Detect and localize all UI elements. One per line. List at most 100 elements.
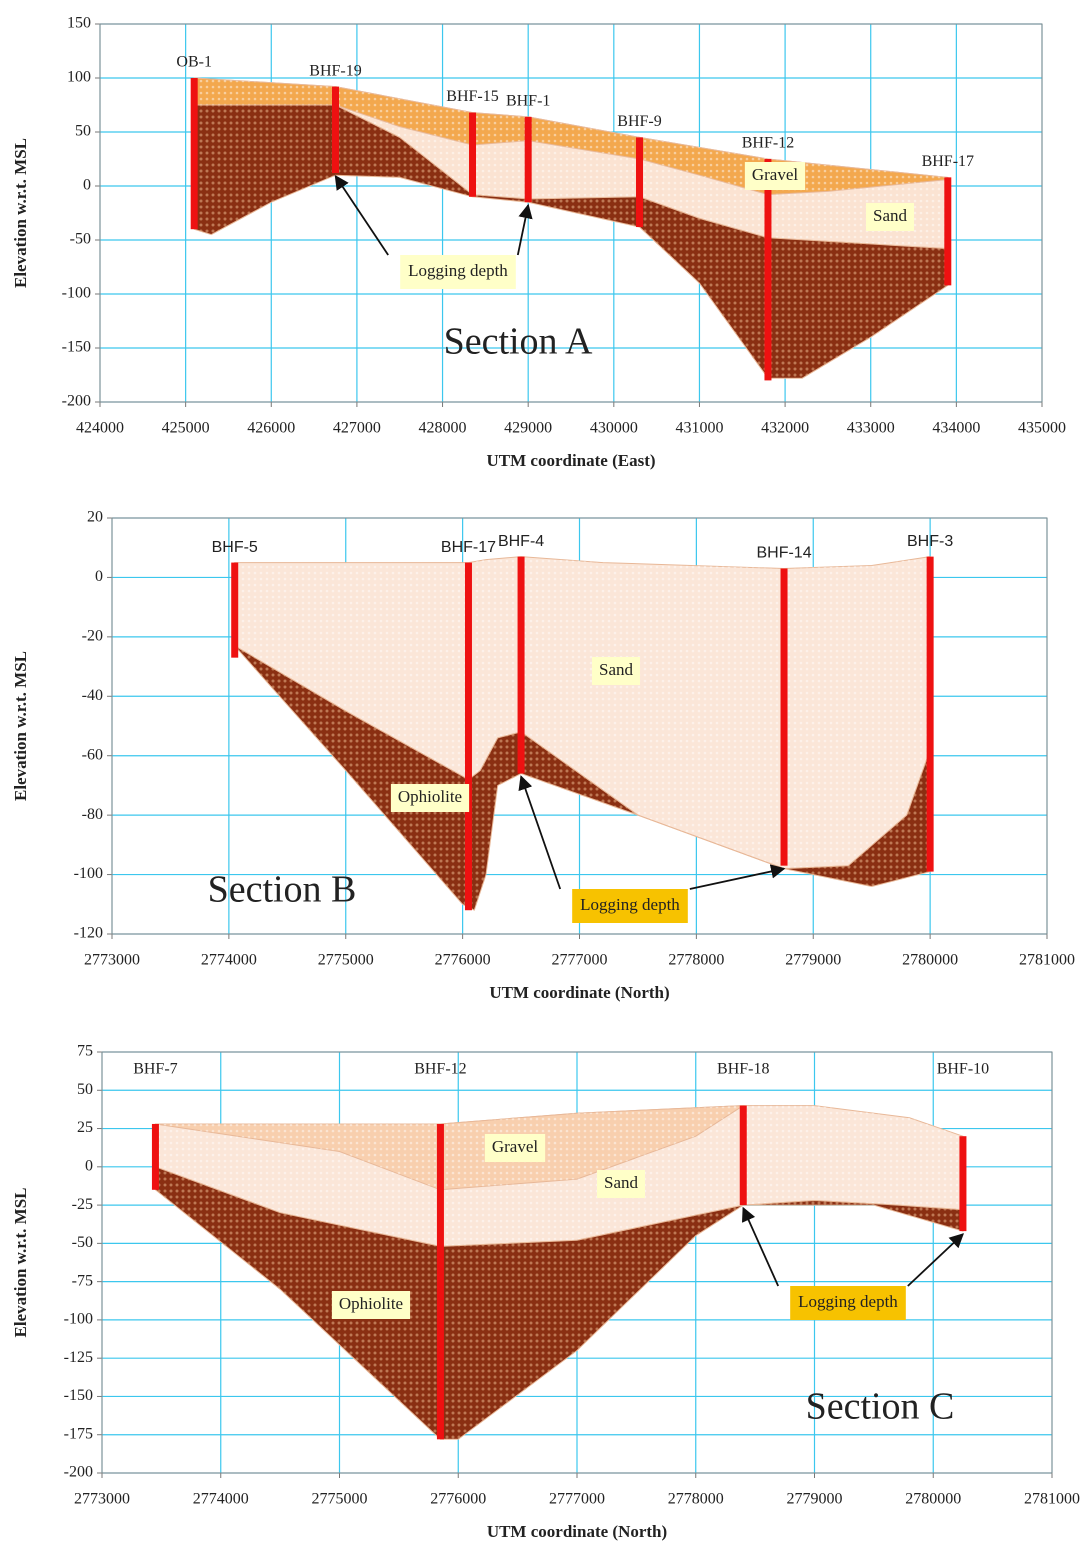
y-tick-label: -50 (70, 231, 91, 248)
chart: -200 -175 -150 -125 -100 -75 -50 -25 0 25 50 75 2773… (11, 1043, 1080, 1541)
borehole (231, 563, 238, 658)
layer-label: Sand (604, 1173, 639, 1192)
borehole (469, 113, 476, 197)
y-tick-label: -120 (74, 925, 103, 942)
x-tick-label: 2778000 (668, 952, 724, 969)
x-tick-label: 2777000 (549, 1491, 605, 1508)
x-tick-label: 2779000 (785, 952, 841, 969)
y-tick-label: 75 (77, 1043, 93, 1060)
borehole (944, 177, 951, 285)
figure: -200-150-100-500501001504240004250004260… (0, 0, 1091, 1547)
borehole (152, 1124, 159, 1190)
borehole (465, 563, 472, 911)
layer-label: Gravel (492, 1137, 539, 1156)
section-title: Section A (444, 321, 593, 363)
borehole-name: BHF-7 (133, 1061, 177, 1078)
x-tick-label: 431000 (675, 420, 723, 437)
y-tick-label: -175 (64, 1425, 93, 1442)
y-tick-label: -100 (64, 1311, 93, 1328)
borehole-name: BHF-3 (907, 533, 953, 550)
y-tick-label: -100 (62, 285, 91, 302)
borehole-name: BHF-4 (498, 533, 544, 550)
y-tick-label: -100 (74, 865, 103, 882)
borehole-name: OB-1 (176, 54, 212, 71)
borehole (927, 557, 934, 872)
x-tick-label: 435000 (1018, 420, 1066, 437)
borehole (191, 78, 198, 229)
x-tick-label: 430000 (590, 420, 638, 437)
y-tick-label: -25 (72, 1196, 93, 1213)
x-axis-label: UTM coordinate (East) (486, 451, 655, 470)
borehole-name: BHF-17 (922, 153, 974, 170)
borehole (518, 557, 525, 774)
x-tick-label: 2780000 (905, 1491, 961, 1508)
y-tick-label: 50 (77, 1081, 93, 1098)
x-tick-label: 2779000 (787, 1491, 843, 1508)
y-tick-label: -20 (82, 628, 103, 645)
y-tick-label: -75 (72, 1272, 93, 1289)
x-tick-label: 425000 (162, 420, 210, 437)
borehole-name: BHF-12 (742, 135, 794, 152)
y-tick-label: -40 (82, 687, 103, 704)
layer-label: Sand (873, 206, 908, 225)
section-title: Section B (208, 869, 357, 911)
borehole (332, 87, 339, 173)
x-tick-label: 2777000 (552, 952, 608, 969)
x-tick-label: 2774000 (201, 952, 257, 969)
y-tick-label: -200 (64, 1464, 93, 1481)
x-axis-label: UTM coordinate (North) (487, 1522, 667, 1541)
borehole (525, 117, 532, 202)
x-tick-label: 2775000 (312, 1491, 368, 1508)
borehole (740, 1106, 747, 1206)
section-title: Section C (806, 1386, 955, 1428)
borehole (437, 1124, 444, 1439)
borehole-name: BHF-12 (414, 1061, 466, 1078)
borehole (781, 569, 788, 866)
y-tick-label: 20 (87, 509, 103, 526)
x-tick-label: 424000 (76, 420, 124, 437)
x-tick-label: 426000 (247, 420, 295, 437)
x-tick-label: 2780000 (902, 952, 958, 969)
x-tick-label: 2781000 (1019, 952, 1075, 969)
y-tick-label: 50 (75, 123, 91, 140)
layer-label: Ophiolite (398, 787, 462, 806)
borehole-name: BHF-9 (617, 113, 661, 130)
borehole-name: BHF-10 (937, 1061, 989, 1078)
borehole (764, 159, 771, 380)
borehole-name: BHF-1 (506, 93, 550, 110)
borehole-name: BHF-18 (717, 1061, 769, 1078)
x-tick-label: 2774000 (193, 1491, 249, 1508)
y-tick-label: -50 (72, 1234, 93, 1251)
chart: -120 -100 -80 -60 -40 -20 0 20 2773000 2774000 277… (11, 509, 1075, 1002)
borehole-name: BHF-5 (212, 539, 258, 556)
x-tick-label: 434000 (932, 420, 980, 437)
layer-label: Gravel (752, 165, 799, 184)
annotation: Logging depth (798, 1292, 898, 1311)
borehole-name: BHF-15 (446, 88, 498, 105)
borehole-name: BHF-17 (441, 539, 496, 556)
y-axis-label: Elevation w.r.t. MSL (11, 651, 30, 801)
y-axis-label: Elevation w.r.t. MSL (11, 1187, 30, 1337)
y-tick-label: 0 (85, 1157, 93, 1174)
x-tick-label: 2773000 (74, 1491, 130, 1508)
y-tick-label: -150 (62, 339, 91, 356)
layer-label: Sand (599, 660, 634, 679)
y-tick-label: 25 (77, 1119, 93, 1136)
borehole (636, 137, 643, 227)
y-tick-label: -125 (64, 1349, 93, 1366)
x-axis-label: UTM coordinate (North) (489, 983, 669, 1002)
annotation: Logging depth (580, 895, 680, 914)
x-tick-label: 2773000 (84, 952, 140, 969)
annotation: Logging depth (408, 261, 508, 280)
y-tick-label: -60 (82, 746, 103, 763)
y-tick-label: 0 (95, 568, 103, 585)
y-tick-label: -150 (64, 1387, 93, 1404)
y-axis-label: Elevation w.r.t. MSL (11, 138, 30, 288)
y-tick-label: -200 (62, 393, 91, 410)
y-tick-label: -80 (82, 806, 103, 823)
x-tick-label: 2776000 (430, 1491, 486, 1508)
borehole-name: BHF-19 (309, 62, 361, 79)
x-tick-label: 2775000 (318, 952, 374, 969)
x-tick-label: 428000 (419, 420, 467, 437)
